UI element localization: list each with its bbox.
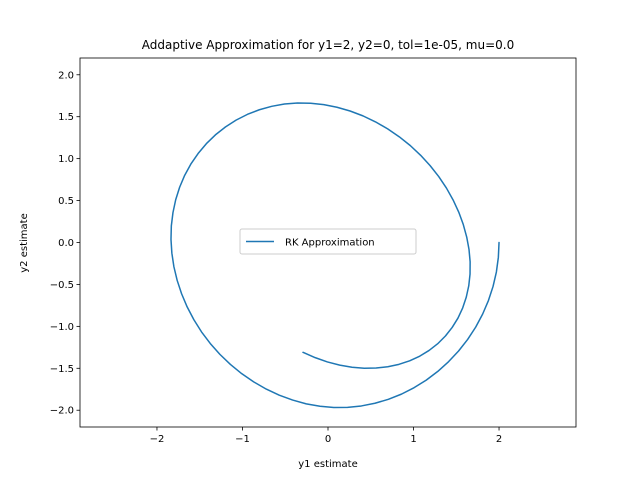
plot-layer: −2 −1 0 1 2 −2.0 −1.5 −1.0 −0.5 0.0 0.5 1.0 1.5 2.0 [50, 57, 577, 445]
y-tick-label: −1.5 [50, 364, 74, 375]
x-tick-label: 2 [496, 434, 502, 445]
x-axis-label: y1 estimate [298, 459, 357, 470]
chart-title: Addaptive Approximation for y1=2, y2=0, … [142, 38, 514, 52]
y-tick-label: 0.0 [58, 238, 74, 249]
legend: RK Approximation [239, 228, 417, 255]
x-tick-label: 0 [325, 434, 331, 445]
y-tick-label: 0.5 [58, 196, 74, 207]
y-tick-label: −0.5 [50, 280, 74, 291]
x-tick-label: 1 [410, 434, 416, 445]
y-tick-label: −1.0 [50, 322, 74, 333]
y-tick-label: 1.5 [58, 112, 74, 123]
x-tick-label: −1 [235, 434, 250, 445]
legend-box [239, 228, 417, 255]
series-line-0 [170, 102, 500, 409]
x-tick-label: −2 [150, 434, 165, 445]
legend-label: RK Approximation [285, 238, 375, 249]
y-axis-label: y2 estimate [19, 213, 30, 272]
y-tick-label: −2.0 [50, 406, 74, 417]
y-tick-label: 1.0 [58, 154, 74, 165]
y-tick-label: 2.0 [58, 70, 74, 81]
